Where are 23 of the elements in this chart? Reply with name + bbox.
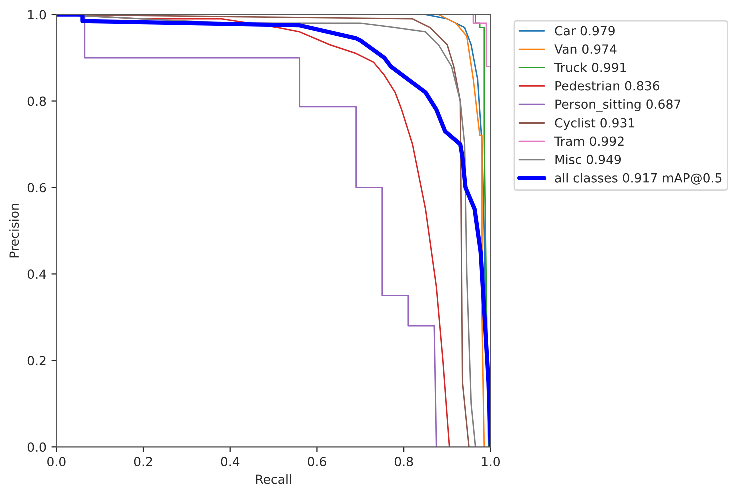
legend-label: Tram 0.992 xyxy=(554,136,624,146)
x-tick-label: 1.0 xyxy=(482,457,500,467)
x-tick-label: 0.8 xyxy=(394,457,414,467)
x-axis-title: Recall xyxy=(256,474,292,484)
y-tick-label: 0.2 xyxy=(28,356,46,366)
y-tick-label: 1.0 xyxy=(28,10,46,20)
x-tick-label: 0.6 xyxy=(308,457,326,467)
y-tick-label: 0.0 xyxy=(28,442,46,452)
y-tick-label: 0.4 xyxy=(28,270,46,280)
x-tick-label: 0.2 xyxy=(134,457,152,467)
legend-label: all classes 0.917 mAP@0.5 xyxy=(555,173,722,185)
legend-label: Person_sitting 0.687 xyxy=(556,99,681,112)
legend-label: Van 0.974 xyxy=(554,44,617,54)
legend-label: Car 0.979 xyxy=(555,26,615,36)
legend-label: Cyclist 0.931 xyxy=(555,118,634,130)
legend-label: Truck 0.991 xyxy=(554,62,626,72)
y-tick-label: 0.6 xyxy=(28,183,46,193)
legend-label: Pedestrian 0.836 xyxy=(556,81,660,91)
legend-label: Misc 0.949 xyxy=(556,154,622,164)
x-tick-label: 0.0 xyxy=(48,457,66,467)
y-tick-label: 0.8 xyxy=(28,96,46,106)
x-tick-label: 0.4 xyxy=(221,457,240,467)
y-axis-title: Precision xyxy=(9,204,20,258)
